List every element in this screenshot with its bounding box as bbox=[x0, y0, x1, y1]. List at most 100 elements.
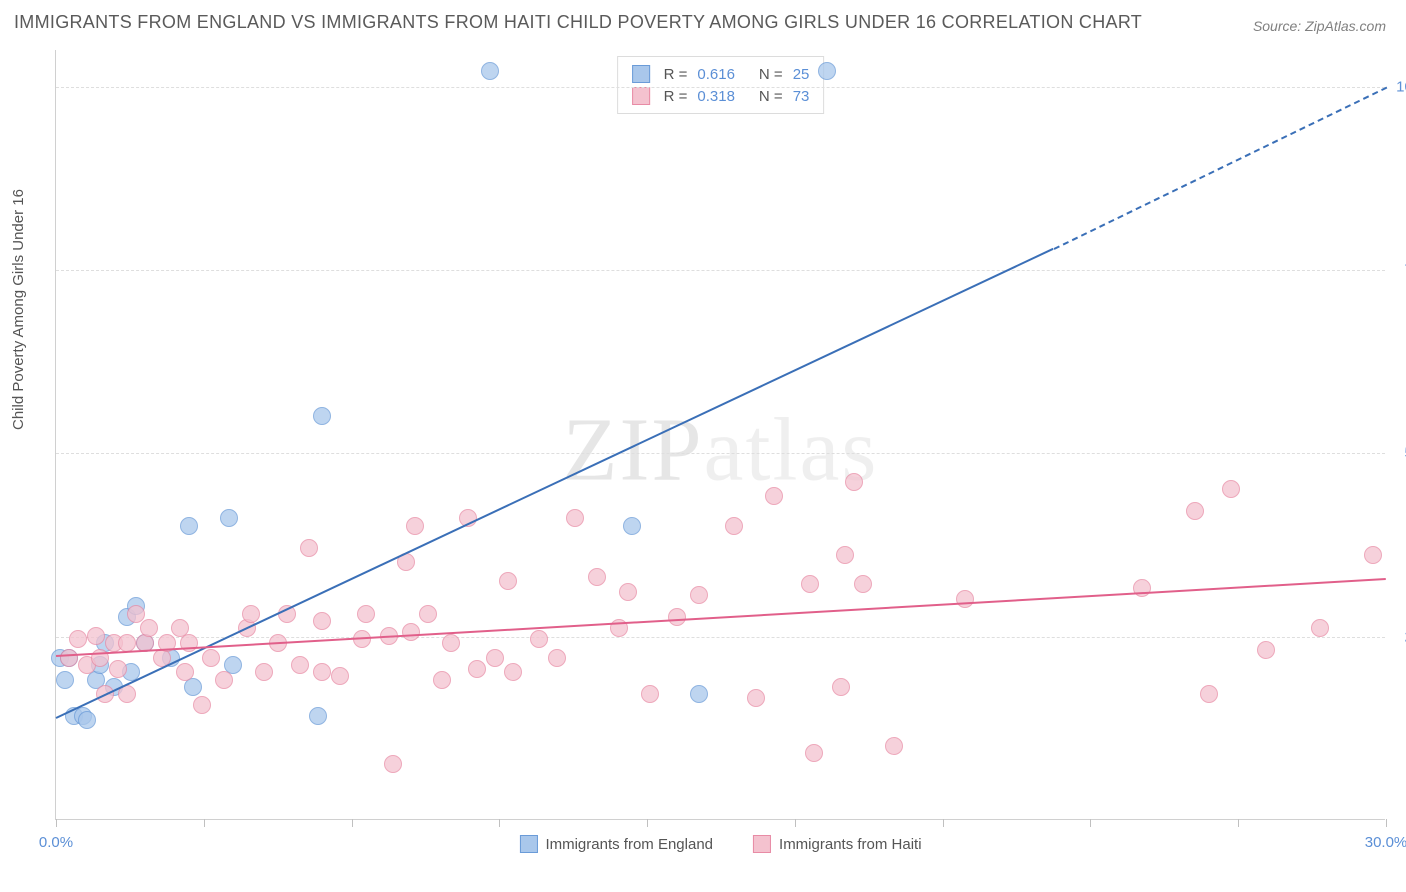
data-point bbox=[109, 660, 127, 678]
data-point bbox=[56, 671, 74, 689]
legend-label-england: Immigrants from England bbox=[545, 836, 713, 853]
data-point bbox=[504, 663, 522, 681]
data-point bbox=[805, 744, 823, 762]
y-axis-label: Child Poverty Among Girls Under 16 bbox=[10, 189, 27, 430]
data-point bbox=[725, 517, 743, 535]
x-tick-label: 0.0% bbox=[39, 834, 73, 851]
data-point bbox=[1257, 641, 1275, 659]
data-point bbox=[313, 663, 331, 681]
data-point bbox=[619, 583, 637, 601]
legend-row-haiti: R = 0.318 N = 73 bbox=[632, 85, 810, 107]
data-point bbox=[87, 627, 105, 645]
data-point bbox=[202, 649, 220, 667]
r-value-haiti: 0.318 bbox=[697, 88, 735, 105]
data-point bbox=[331, 667, 349, 685]
x-tick bbox=[1386, 819, 1387, 827]
data-point bbox=[357, 605, 375, 623]
data-point bbox=[499, 572, 517, 590]
gridline bbox=[56, 637, 1385, 638]
data-point bbox=[641, 685, 659, 703]
data-point bbox=[78, 711, 96, 729]
n-label: N = bbox=[759, 66, 783, 83]
x-tick bbox=[499, 819, 500, 827]
watermark: ZIPatlas bbox=[563, 398, 879, 501]
x-tick bbox=[1090, 819, 1091, 827]
data-point bbox=[765, 487, 783, 505]
data-point bbox=[69, 630, 87, 648]
data-point bbox=[419, 605, 437, 623]
data-point bbox=[623, 517, 641, 535]
data-point bbox=[180, 517, 198, 535]
gridline bbox=[56, 87, 1385, 88]
x-tick bbox=[352, 819, 353, 827]
legend-swatch-england-icon bbox=[519, 835, 537, 853]
data-point bbox=[313, 612, 331, 630]
x-tick bbox=[647, 819, 648, 827]
data-point bbox=[140, 619, 158, 637]
x-tick bbox=[943, 819, 944, 827]
data-point bbox=[1311, 619, 1329, 637]
data-point bbox=[690, 586, 708, 604]
x-tick-label: 30.0% bbox=[1365, 834, 1406, 851]
r-label: R = bbox=[664, 88, 688, 105]
legend-swatch-haiti bbox=[632, 87, 650, 105]
data-point bbox=[433, 671, 451, 689]
data-point bbox=[566, 509, 584, 527]
data-point bbox=[956, 590, 974, 608]
plot-area: ZIPatlas R = 0.616 N = 25 R = 0.318 N = … bbox=[55, 50, 1385, 820]
legend-swatch-england bbox=[632, 65, 650, 83]
legend-row-england: R = 0.616 N = 25 bbox=[632, 63, 810, 85]
data-point bbox=[486, 649, 504, 667]
data-point bbox=[406, 517, 424, 535]
data-point bbox=[402, 623, 420, 641]
data-point bbox=[242, 605, 260, 623]
data-point bbox=[468, 660, 486, 678]
data-point bbox=[530, 630, 548, 648]
chart-title: IMMIGRANTS FROM ENGLAND VS IMMIGRANTS FR… bbox=[14, 12, 1142, 33]
data-point bbox=[588, 568, 606, 586]
data-point bbox=[309, 707, 327, 725]
data-point bbox=[832, 678, 850, 696]
data-point bbox=[193, 696, 211, 714]
data-point bbox=[548, 649, 566, 667]
data-point bbox=[127, 605, 145, 623]
data-point bbox=[818, 62, 836, 80]
watermark-zip: ZIP bbox=[563, 400, 704, 499]
data-point bbox=[255, 663, 273, 681]
data-point bbox=[220, 509, 238, 527]
data-point bbox=[690, 685, 708, 703]
data-point bbox=[747, 689, 765, 707]
r-label: R = bbox=[664, 66, 688, 83]
data-point bbox=[215, 671, 233, 689]
data-point bbox=[836, 546, 854, 564]
gridline bbox=[56, 270, 1385, 271]
legend-series: Immigrants from England Immigrants from … bbox=[519, 835, 921, 853]
r-value-england: 0.616 bbox=[697, 66, 735, 83]
source-label: Source: ZipAtlas.com bbox=[1253, 18, 1386, 34]
gridline bbox=[56, 453, 1385, 454]
legend-swatch-haiti-icon bbox=[753, 835, 771, 853]
n-label: N = bbox=[759, 88, 783, 105]
data-point bbox=[291, 656, 309, 674]
y-tick-label: 100.0% bbox=[1396, 78, 1406, 95]
legend-item-haiti: Immigrants from Haiti bbox=[753, 835, 922, 853]
legend-correlation: R = 0.616 N = 25 R = 0.318 N = 73 bbox=[617, 56, 825, 114]
data-point bbox=[118, 634, 136, 652]
legend-label-haiti: Immigrants from Haiti bbox=[779, 836, 922, 853]
x-tick bbox=[1238, 819, 1239, 827]
data-point bbox=[60, 649, 78, 667]
data-point bbox=[1186, 502, 1204, 520]
n-value-haiti: 73 bbox=[793, 88, 810, 105]
trend-line-dashed-0 bbox=[1053, 87, 1386, 250]
data-point bbox=[668, 608, 686, 626]
data-point bbox=[384, 755, 402, 773]
n-value-england: 25 bbox=[793, 66, 810, 83]
data-point bbox=[885, 737, 903, 755]
x-tick bbox=[56, 819, 57, 827]
data-point bbox=[854, 575, 872, 593]
data-point bbox=[176, 663, 194, 681]
x-tick bbox=[795, 819, 796, 827]
data-point bbox=[845, 473, 863, 491]
data-point bbox=[1200, 685, 1218, 703]
data-point bbox=[313, 407, 331, 425]
